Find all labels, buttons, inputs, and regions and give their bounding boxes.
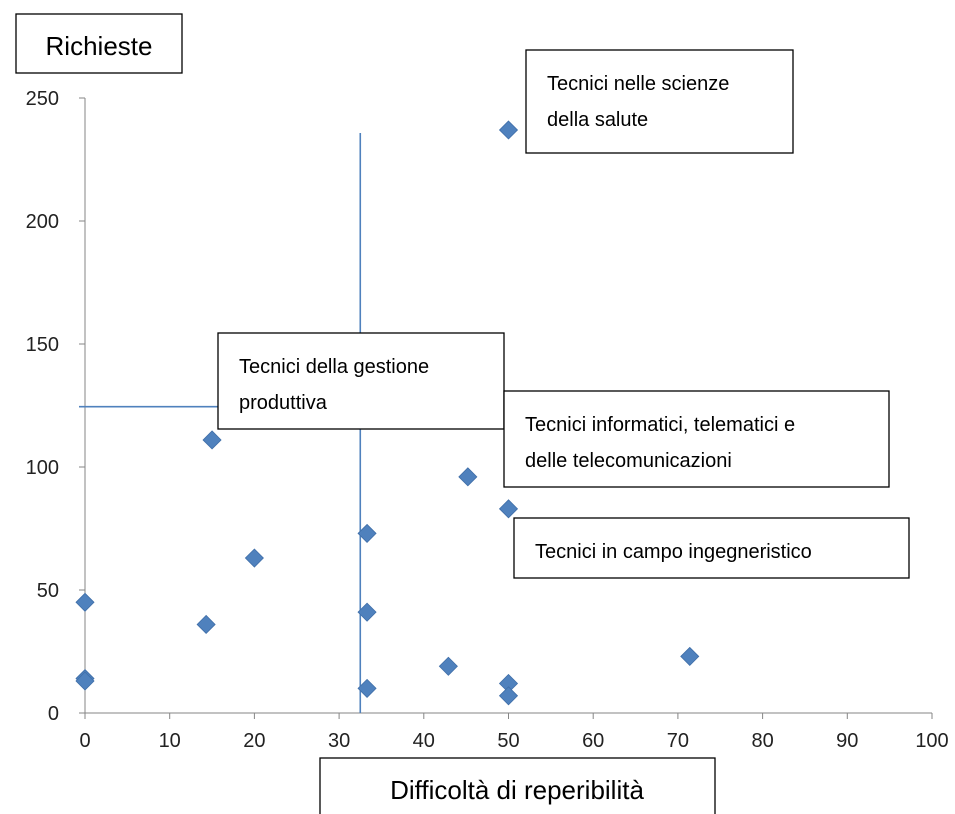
data-point	[357, 523, 377, 543]
annotation-text: Tecnici informatici, telematici e	[525, 414, 795, 436]
data-point	[75, 592, 95, 612]
data-point	[458, 467, 478, 487]
data-point	[680, 646, 700, 666]
y-axis-title-frame	[15, 13, 183, 74]
annotation-box: Tecnici della gestione produttiva	[217, 332, 505, 430]
data-point	[196, 614, 216, 635]
data-point	[498, 686, 519, 706]
x-tick-label: 90	[836, 730, 858, 752]
x-axis-title-box: Difficoltà di reperibilità	[319, 757, 716, 814]
annotation-frame	[217, 332, 505, 430]
data-point	[357, 678, 377, 698]
x-tick-label: 0	[79, 730, 90, 752]
x-tick-label: 80	[751, 730, 773, 752]
data-point	[244, 548, 264, 568]
y-axis-title: Richieste	[46, 31, 153, 61]
x-tick-label: 50	[497, 730, 519, 752]
y-axis-title-box: Richieste	[15, 13, 183, 74]
x-tick-label: 30	[328, 730, 350, 752]
data-points	[75, 120, 700, 706]
annotation-text: Tecnici nelle scienze	[547, 73, 729, 95]
y-tick-label: 200	[26, 211, 59, 233]
x-axis-title-frame	[319, 757, 716, 814]
y-tick-label: 50	[37, 580, 59, 602]
data-point	[498, 120, 519, 140]
x-tick-label: 60	[582, 730, 604, 752]
annotation-frame	[513, 517, 910, 579]
axis-titles: Richieste Difficoltà di reperibilità	[15, 13, 716, 814]
annotation-frame	[503, 390, 890, 488]
annotation-text: produttiva	[239, 392, 328, 414]
annotation-box: Tecnici in campo ingegneristico	[513, 517, 910, 579]
x-tick-label: 40	[413, 730, 435, 752]
annotation-frame	[525, 49, 794, 154]
data-point	[357, 602, 377, 622]
x-tick-label: 100	[915, 730, 948, 752]
annotation-box: Tecnici informatici, telematici e delle t…	[503, 390, 890, 488]
x-axis-title: Difficoltà di reperibilità	[390, 775, 644, 805]
y-tick-label: 0	[48, 703, 59, 725]
annotation-text: Tecnici in campo ingegneristico	[535, 541, 812, 563]
data-point	[438, 656, 458, 676]
axes: 0 50 100 150 200 250 0 10 20 30 40 50 60 70 80 90 100	[26, 88, 949, 752]
y-tick-label: 250	[26, 88, 59, 110]
data-point	[498, 499, 519, 519]
x-tick-label: 10	[159, 730, 181, 752]
annotation-text: delle telecomunicazioni	[525, 450, 732, 472]
x-tick-label: 20	[243, 730, 265, 752]
data-point	[202, 430, 222, 450]
data-point	[75, 671, 95, 691]
annotation-text: Tecnici della gestione	[239, 356, 429, 378]
annotation-box: Tecnici nelle scienze della salute	[525, 49, 794, 154]
annotation-text: della salute	[547, 109, 648, 131]
y-tick-label: 100	[26, 457, 59, 479]
y-tick-label: 150	[26, 334, 59, 356]
x-tick-label: 70	[667, 730, 689, 752]
